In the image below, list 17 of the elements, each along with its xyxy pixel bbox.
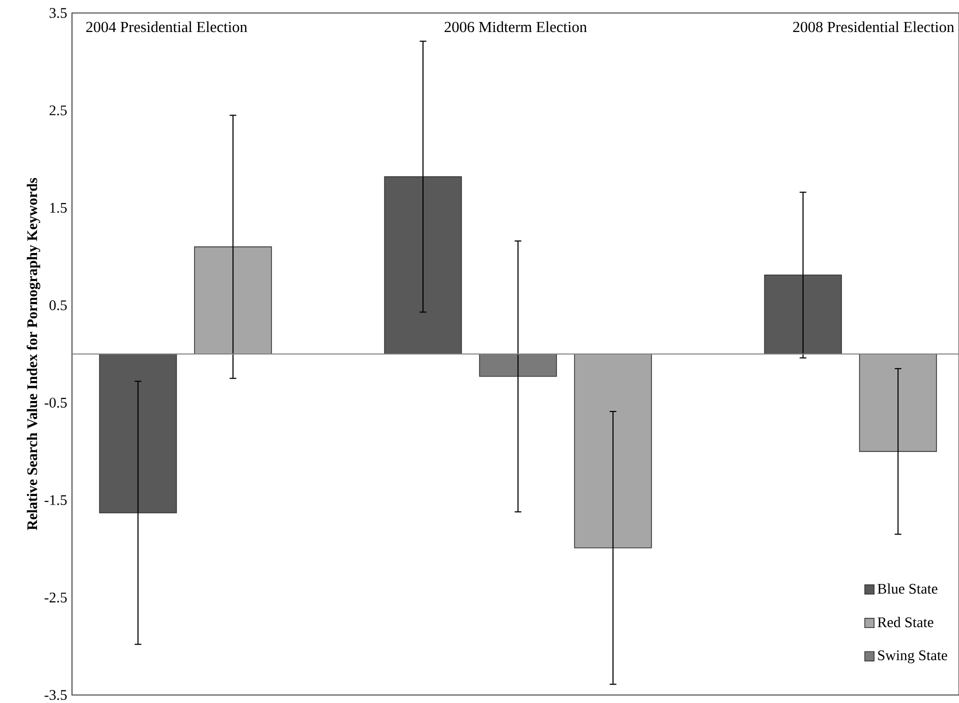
legend-label: Swing State	[878, 650, 948, 664]
y-tick-label: -2.5	[44, 592, 67, 603]
y-tick-label: -0.5	[44, 398, 67, 408]
annotation: 2004 Presidential Election	[86, 21, 248, 32]
legend-label: Blue State	[878, 583, 938, 594]
y-tick-label: 3.5	[50, 8, 67, 18]
bar	[194, 246, 272, 354]
annotation: 2006 Midterm Election	[444, 21, 587, 32]
y-tick-label: 2.5	[50, 105, 67, 116]
legend-label: Red State	[878, 616, 934, 628]
y-axis-title: Relative Search Value Index for Pornography Keywords	[26, 178, 40, 530]
bar	[764, 274, 842, 354]
y-tick-label: 0.5	[50, 300, 67, 310]
y-tick-label: 1.5	[50, 202, 67, 213]
annotation: 2008 Presidential Election	[793, 21, 954, 32]
y-tick-label: -3.5	[44, 690, 67, 700]
y-tick-label: -1.5	[44, 495, 67, 506]
